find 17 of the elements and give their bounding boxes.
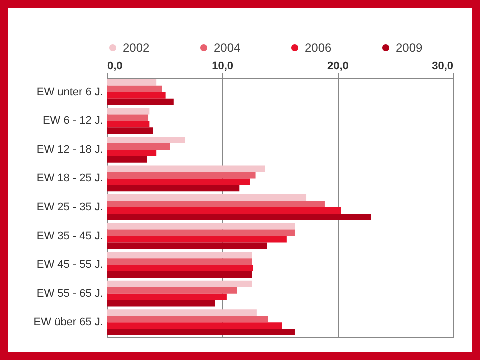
y-tick-label: EW unter 6 J. [36, 86, 104, 98]
x-tick-label: 10,0 [212, 60, 234, 72]
legend-label: 2004 [214, 41, 242, 55]
y-tick-label: EW 6 - 12 J. [42, 115, 104, 128]
y-tick-label: EW 45 - 55 J. [36, 259, 104, 272]
legend-label: 2009 [396, 41, 424, 55]
legend-label: 2006 [305, 41, 332, 55]
y-tick-label: EW 25 - 35 J. [36, 202, 104, 214]
y-tick-label: EW 35 - 45 J. [36, 230, 104, 242]
y-tick-label: EW 12 - 18 J. [36, 144, 104, 156]
legend-label: 2002 [123, 41, 150, 55]
x-tick-label: 0,0 [108, 60, 123, 72]
x-tick-label: 20,0 [327, 60, 349, 72]
y-tick-label: EW 18 - 25 J. [36, 172, 104, 185]
x-tick-label: 30,0 [432, 60, 454, 72]
y-tick-label: EW über 65 J. [34, 316, 104, 329]
y-tick-label: EW 55 - 65 J. [36, 288, 104, 300]
